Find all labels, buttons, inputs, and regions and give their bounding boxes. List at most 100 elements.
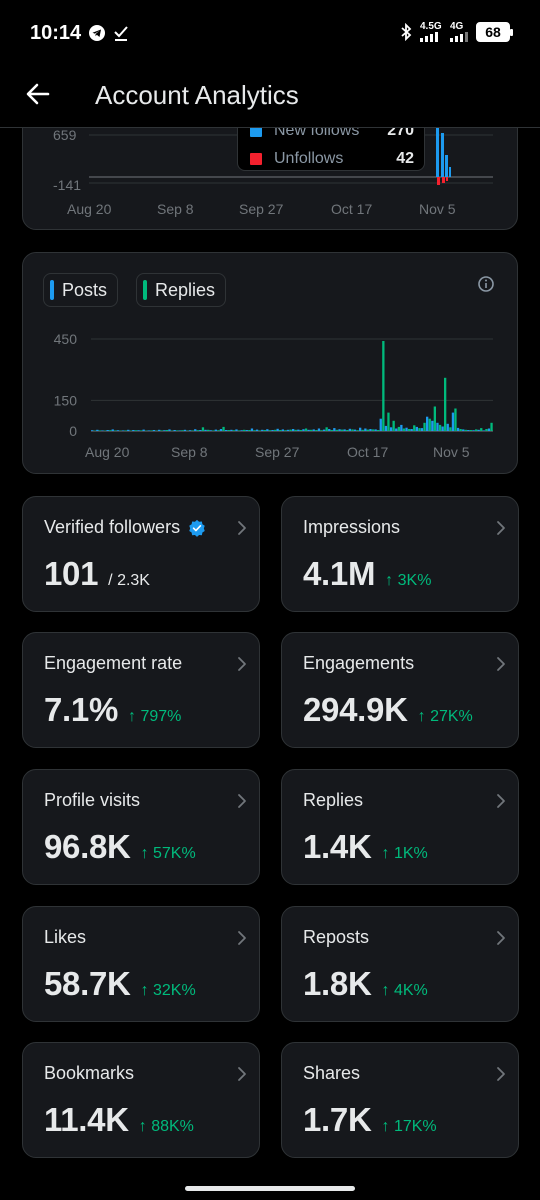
bar-replies [222, 426, 225, 431]
bar-posts [178, 430, 181, 431]
metric-label-text: Replies [303, 790, 364, 810]
bar-replies [480, 428, 483, 431]
metric-label: Likes [44, 927, 86, 948]
bar-posts [240, 430, 243, 431]
metric-change: ↑ 1K% [381, 845, 428, 862]
legend-label: Posts [62, 279, 108, 300]
bar-replies [304, 428, 308, 431]
network-label-2: 4G [450, 21, 464, 32]
tooltip-label: Unfollows [274, 150, 344, 167]
bar-posts [158, 429, 161, 431]
bar-replies [310, 429, 313, 431]
metric-change: ↑ 797% [128, 708, 182, 725]
bar-replies [361, 429, 364, 431]
bar-posts [395, 428, 398, 431]
bar-replies [341, 429, 344, 431]
x-tick-label: Sep 8 [171, 444, 208, 460]
x-tick-label: Aug 20 [85, 444, 130, 460]
legend-swatch [250, 153, 262, 165]
bar-replies [289, 429, 292, 431]
bar-posts [235, 429, 238, 431]
bar-posts [261, 429, 264, 431]
metric-card-likes[interactable]: Likes 58.7K ↑ 32K% [22, 906, 260, 1022]
bar-posts [255, 429, 259, 431]
bar-posts [209, 430, 212, 431]
bar-replies [150, 430, 153, 431]
metric-card-impressions[interactable]: Impressions 4.1M ↑ 3K% [281, 496, 519, 612]
back-arrow-icon[interactable] [24, 80, 52, 108]
bar-posts [194, 429, 197, 431]
metric-label: Engagement rate [44, 653, 182, 674]
metric-label: Replies [303, 790, 363, 811]
bar-posts [307, 429, 310, 431]
bar-posts [96, 429, 99, 431]
x-tick-label: Nov 5 [419, 201, 456, 217]
bar-posts [271, 430, 274, 431]
chevron-right-icon [497, 657, 505, 671]
metric-card-reposts[interactable]: Reposts 1.8K ↑ 4K% [281, 906, 519, 1022]
metric-change: ↑ 88K% [138, 1118, 194, 1135]
metric-value: 1.4K [303, 828, 372, 865]
bar-replies [140, 430, 143, 431]
posts-replies-chart-card[interactable]: Posts Replies 450 150 0 Aug 20 Sep 8 Sep 27 Oc… [22, 252, 518, 474]
metric-card-engagement-rate[interactable]: Engagement rate 7.1% ↑ 797% [22, 632, 260, 748]
bar-replies [98, 430, 101, 431]
legend-chip-replies[interactable]: Replies [136, 273, 227, 307]
metric-value: 11.4K [44, 1101, 129, 1138]
info-icon[interactable] [477, 275, 495, 293]
y-tick-label: 450 [54, 331, 78, 347]
bar-replies [299, 430, 302, 431]
bar-posts [250, 428, 254, 431]
metric-value: 101 [44, 555, 99, 592]
metric-card-engagements[interactable]: Engagements 294.9K ↑ 27K% [281, 632, 519, 748]
bar-posts [225, 430, 228, 431]
bar-posts [91, 430, 94, 431]
bluetooth-icon [401, 23, 412, 41]
metric-card-bookmarks[interactable]: Bookmarks 11.4K ↑ 88K% [22, 1042, 260, 1158]
bar-posts [379, 418, 382, 431]
home-indicator[interactable] [185, 1186, 355, 1191]
bar-replies [176, 430, 179, 431]
bar-posts [441, 426, 444, 431]
metric-value-row: 11.4K ↑ 88K% [44, 1101, 194, 1139]
verified-badge-icon [189, 519, 205, 537]
metric-card-shares[interactable]: Shares 1.7K ↑ 17K% [281, 1042, 519, 1158]
bar-replies [227, 430, 230, 431]
bar-posts [426, 416, 429, 431]
bar-posts [147, 430, 150, 431]
bar-replies [402, 428, 406, 431]
chevron-right-icon [238, 1067, 246, 1081]
metric-change: ↑ 57K% [140, 845, 196, 862]
bar-posts [121, 430, 125, 431]
bar-posts [374, 429, 377, 431]
bar-posts [111, 429, 114, 431]
page-title: Account Analytics [95, 80, 299, 110]
legend-chip-posts[interactable]: Posts [43, 273, 119, 307]
legend-swatch [143, 280, 147, 300]
metric-card-verified-followers[interactable]: Verified followers 101 / 2.3K [22, 496, 260, 612]
bar-replies [423, 422, 426, 431]
bar-posts [276, 428, 279, 431]
bar-posts [487, 428, 491, 431]
x-tick-label: Oct 17 [347, 444, 388, 460]
bar-replies [274, 429, 277, 431]
bar-replies [356, 430, 359, 431]
metric-value-row: 7.1% ↑ 797% [44, 691, 181, 729]
bar-replies [335, 429, 339, 431]
bar-posts [410, 429, 413, 431]
bar-replies [392, 420, 395, 431]
bar-replies [351, 429, 354, 431]
metric-label: Verified followers [44, 517, 206, 538]
metric-value-row: 4.1M ↑ 3K% [303, 555, 431, 593]
bar-replies [485, 429, 488, 431]
chevron-right-icon [238, 931, 246, 945]
chevron-right-icon [238, 657, 246, 671]
bar-posts [467, 430, 470, 431]
metric-card-profile-visits[interactable]: Profile visits 96.8K ↑ 57K% [22, 769, 260, 885]
bar-posts [142, 429, 145, 431]
bar-replies [397, 426, 400, 431]
bar-replies [382, 341, 385, 431]
tooltip-value: 42 [396, 150, 414, 167]
download-done-icon [114, 26, 128, 41]
metric-card-replies[interactable]: Replies 1.4K ↑ 1K% [281, 769, 519, 885]
